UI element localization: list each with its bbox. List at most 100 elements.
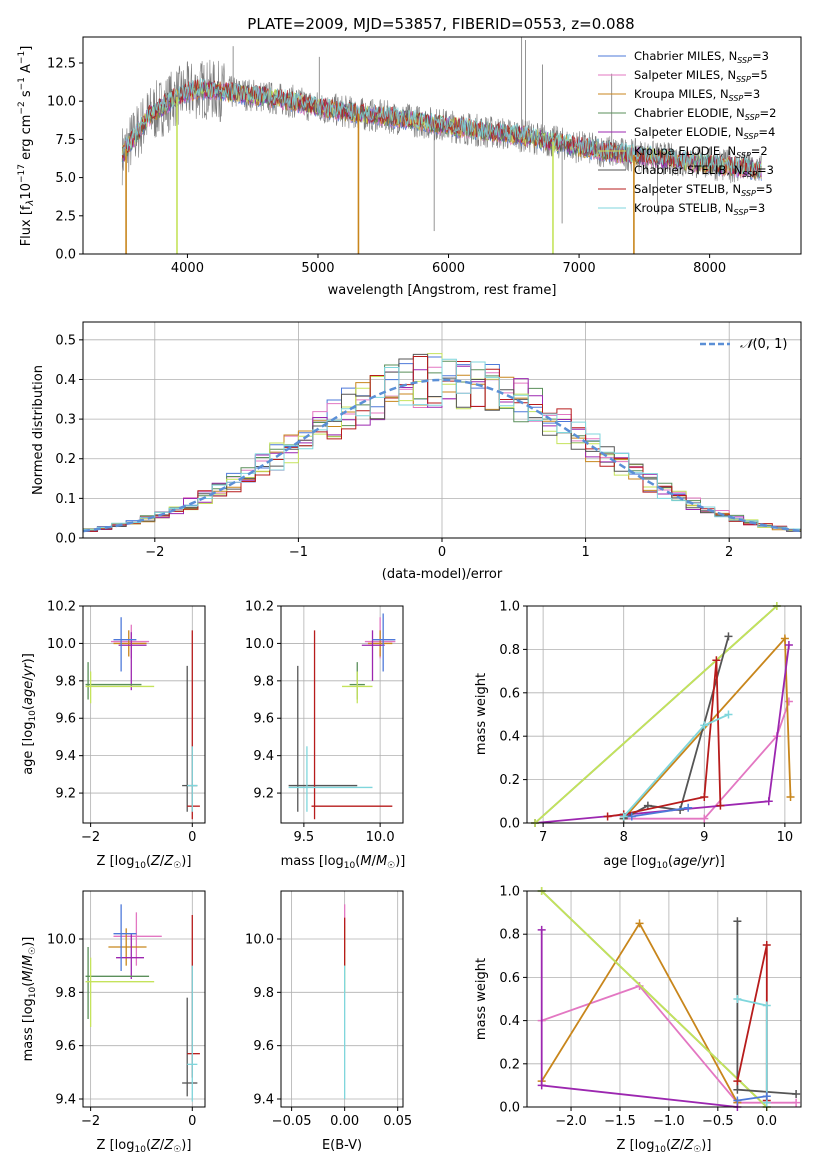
y-tick-label: 0.6	[499, 971, 520, 986]
weight-vs-z-xlabel: Z [log10(Z/Z☉)]	[617, 1138, 712, 1155]
x-tick-label: −2.0	[555, 1114, 587, 1129]
residuals-frame	[82, 321, 802, 539]
weight-marker	[762, 941, 771, 949]
errorbar-point	[361, 630, 385, 681]
weight-line	[631, 806, 689, 818]
legend-label: Kroupa STELIB, NSSP=3	[634, 201, 765, 217]
errorbar-point	[113, 617, 137, 672]
y-tick-label: 10.0	[245, 933, 274, 948]
x-tick-label: 0.05	[383, 1114, 412, 1129]
errorbar-point	[85, 957, 155, 1027]
spectrum-panel: PLATE=2009, MJD=53857, FIBERID=0553, z=0…	[17, 15, 802, 298]
y-tick-label: 9.6	[253, 712, 274, 727]
weight-marker	[792, 1098, 801, 1107]
x-tick-label: −1.0	[653, 1114, 685, 1129]
errorbar-point	[182, 997, 198, 1097]
age-vs-mass-marks	[288, 613, 396, 820]
weight-series	[733, 1092, 771, 1105]
spectrum-title: PLATE=2009, MJD=53857, FIBERID=0553, z=0…	[247, 15, 634, 33]
weight-series	[537, 925, 742, 1111]
weight-vs-age-panel: 7 8 9 10 0.0 0.2 0.4 0.6 0.8 1.0 age [log10(age/y…	[474, 600, 802, 871]
errorbar-point	[85, 947, 150, 1019]
weight-series	[531, 641, 793, 827]
errorbar-point	[118, 632, 147, 691]
x-tick-label: −1	[289, 545, 308, 560]
y-tick-label: 9.8	[55, 674, 76, 689]
weight-marker	[700, 721, 709, 730]
y-tick-label: 5.0	[55, 171, 76, 186]
age-vs-mass-panel: 9.5 10.0 9.2 9.4 9.6 9.8 10.0 10.2 mass [log10(…	[245, 600, 405, 872]
weight-vs-age-marks	[531, 602, 795, 827]
errorbar-point	[182, 665, 198, 812]
weight-marker	[733, 995, 742, 1003]
legend-label: Kroupa MILES, NSSP=3	[634, 87, 760, 103]
y-tick-label: 1.0	[499, 885, 520, 900]
normal-reference-curve	[83, 378, 801, 533]
x-tick-label: 9.5	[294, 830, 315, 845]
weight-marker	[786, 792, 795, 801]
y-tick-label: 0.4	[499, 1014, 520, 1029]
weight-marker	[780, 634, 789, 643]
y-tick-label: 0.8	[499, 928, 520, 943]
weight-marker	[792, 1090, 801, 1099]
x-tick-label: −0.05	[272, 1114, 312, 1129]
weight-marker	[733, 1085, 742, 1094]
weight-marker	[537, 925, 546, 934]
weight-series	[531, 602, 781, 827]
weight-marker	[627, 812, 636, 821]
residuals-steps	[83, 353, 801, 534]
errorbar-point	[85, 671, 155, 704]
weight-marker	[764, 797, 773, 806]
legend-label: Kroupa ELODIE, NSSP=2	[634, 144, 768, 160]
weight-line	[607, 660, 722, 818]
residuals-panel: −2 −1 0 1 2 0.0 0.1 0.2 0.3 0.4 0.5 (data-model)/e…	[31, 321, 802, 582]
y-tick-label: 9.8	[253, 674, 274, 689]
errorbar-point	[110, 624, 150, 659]
weight-marker	[784, 641, 793, 650]
y-tick-label: 0.6	[499, 686, 520, 701]
errorbar-point	[367, 630, 393, 657]
x-tick-label: 10	[777, 830, 794, 845]
residual-histogram-series	[83, 353, 801, 532]
y-tick-label: 10.0	[245, 637, 274, 652]
x-tick-label: 0	[188, 830, 196, 845]
y-tick-label: 9.4	[253, 1093, 274, 1108]
residuals-marks	[83, 353, 801, 534]
age-vs-z-marks	[85, 617, 200, 820]
weight-series	[603, 656, 725, 821]
y-tick-label: 0.0	[55, 248, 76, 263]
spectrum-ylabel: Flux [fλ10−17 erg cm−2 s−1 A−1]	[17, 46, 36, 247]
weight-vs-z-frame	[526, 890, 802, 1108]
x-tick-label: 0.0	[756, 1114, 777, 1129]
mass-vs-z-ylabel: mass [log10(M/M☉)]	[21, 937, 38, 1062]
residuals-xlabel: (data-model)/error	[382, 567, 503, 582]
x-tick-label: 2	[725, 545, 733, 560]
weight-marker	[733, 1077, 742, 1086]
weight-vs-age-xlabel: age [log10(age/yr)]	[603, 854, 725, 871]
y-tick-label: 9.4	[55, 749, 76, 764]
x-tick-label: −2	[81, 830, 100, 845]
x-tick-label: 1	[581, 545, 589, 560]
age-vs-mass-frame	[280, 605, 404, 824]
y-tick-label: 10.2	[245, 600, 274, 615]
y-tick-label: 0.8	[499, 643, 520, 658]
errorbar-point	[187, 915, 200, 1078]
y-tick-label: 10.0	[47, 637, 76, 652]
weight-marker	[712, 656, 721, 665]
mass-vs-ebv-frame	[280, 890, 404, 1108]
spectrum-lines	[121, 37, 762, 254]
y-tick-label: 10.2	[47, 600, 76, 615]
y-tick-label: 0.5	[55, 333, 76, 348]
x-tick-label: −2	[145, 545, 164, 560]
weight-line	[623, 636, 792, 820]
errorbar-point	[113, 630, 147, 657]
weight-vs-age-frame	[526, 605, 802, 824]
y-tick-label: 10.0	[47, 933, 76, 948]
y-tick-label: 9.6	[55, 1039, 76, 1054]
errorbar-point	[85, 662, 142, 700]
residuals-legend: 𝒩(0, 1)	[700, 337, 787, 352]
y-tick-label: 9.8	[55, 986, 76, 1001]
weight-marker	[762, 1092, 771, 1101]
y-tick-label: 2.5	[55, 209, 76, 224]
